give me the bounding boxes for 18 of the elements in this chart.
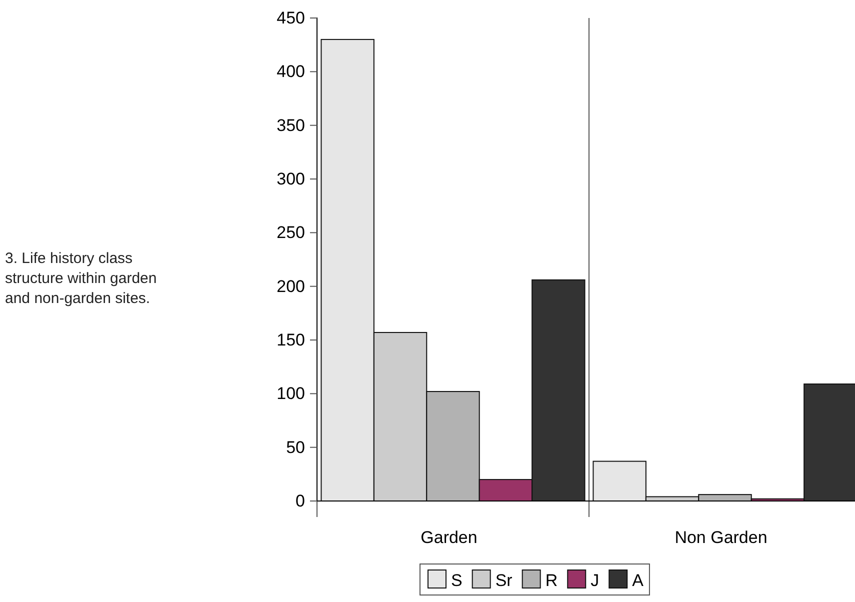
y-tick-label: 100 xyxy=(276,384,305,404)
y-tick-label: 350 xyxy=(276,116,305,135)
y-tick-label: 450 xyxy=(276,8,305,28)
y-tick-label: 300 xyxy=(276,169,305,188)
y-tick-label: 250 xyxy=(276,223,305,242)
legend-label: J xyxy=(590,571,600,590)
legend-label: S xyxy=(451,571,462,590)
x-tick-label: Non Garden xyxy=(674,528,768,547)
y-tick-label: 400 xyxy=(276,62,305,82)
y-tick-label: 50 xyxy=(286,438,305,457)
legend-label: A xyxy=(632,571,644,590)
legend-label: Sr xyxy=(495,571,513,590)
x-tick-label: Garden xyxy=(420,528,478,547)
text: 3. Life history class structure within garden and non-garden sites. xyxy=(5,250,157,307)
y-tick-label: 200 xyxy=(276,276,305,296)
y-tick-label: 150 xyxy=(276,330,305,350)
y-tick-label: 0 xyxy=(296,491,305,510)
legend-label: R xyxy=(545,571,558,590)
